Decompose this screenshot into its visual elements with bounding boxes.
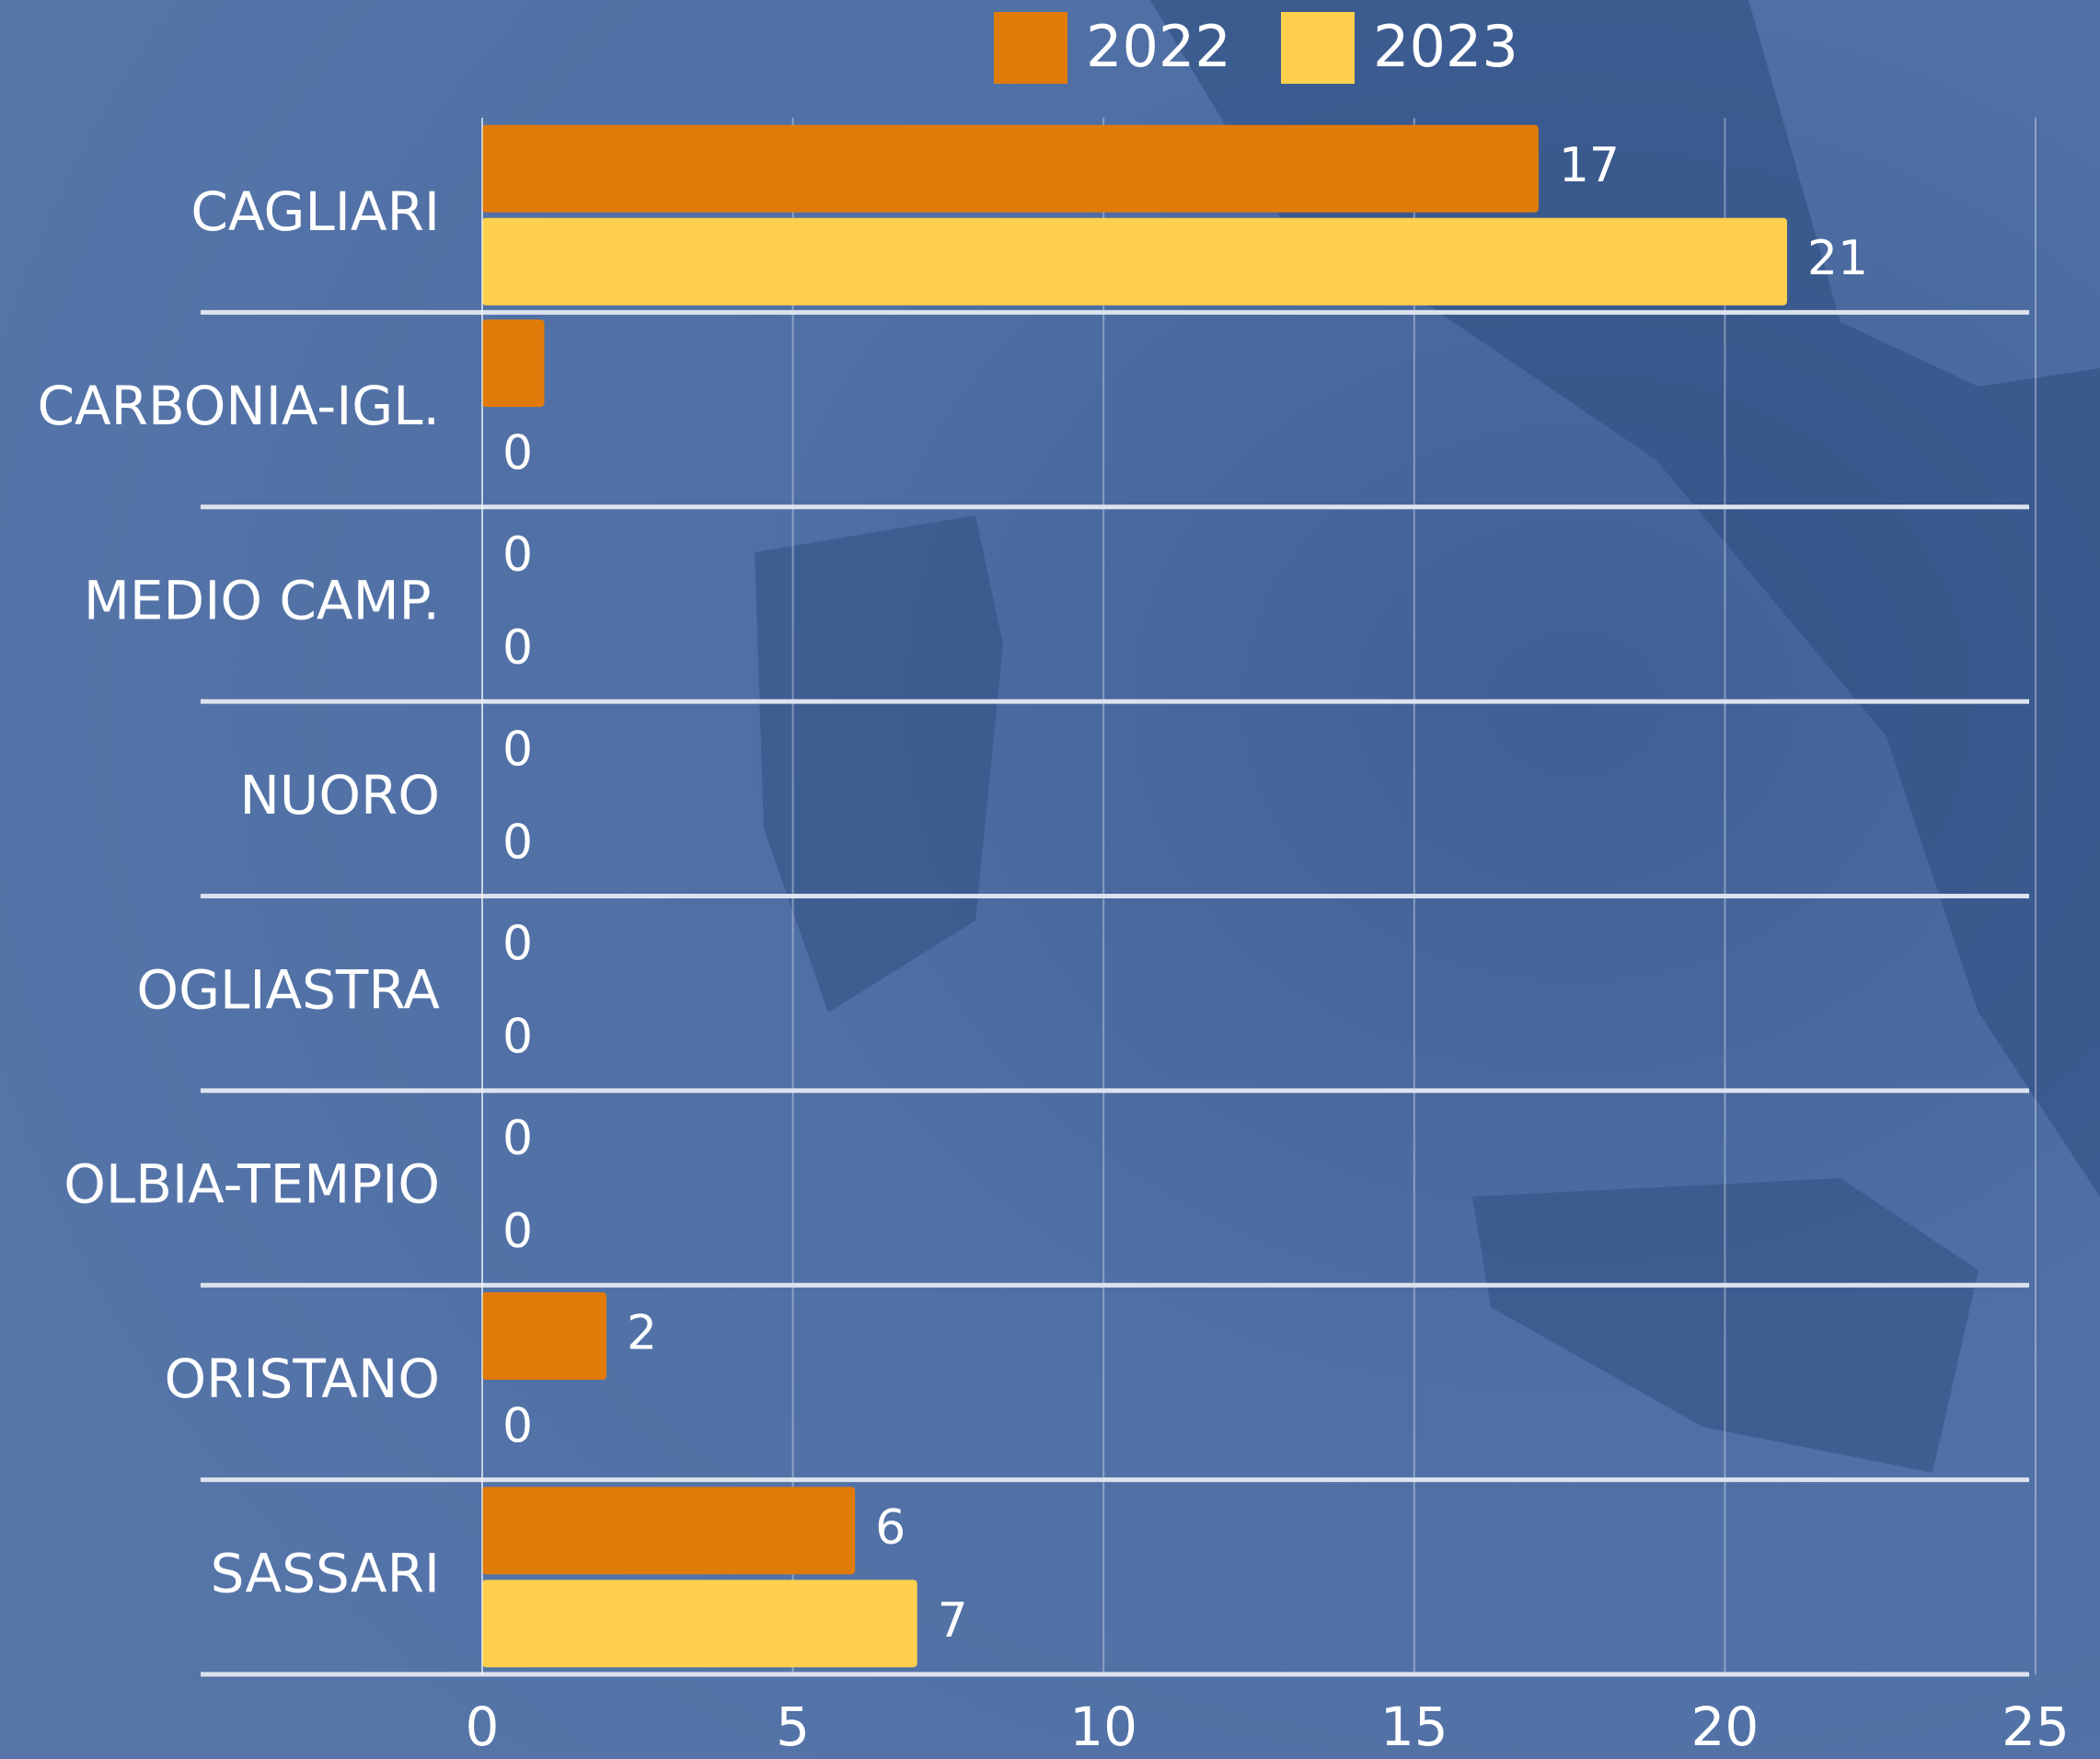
value-label: 0 bbox=[502, 722, 533, 777]
value-label: 7 bbox=[938, 1593, 968, 1649]
value-label: 0 bbox=[502, 815, 533, 870]
legend-swatch bbox=[994, 12, 1067, 84]
value-label: 0 bbox=[502, 1010, 533, 1065]
x-tick-label: 10 bbox=[1069, 1695, 1137, 1758]
bar bbox=[482, 1487, 855, 1574]
y-tick-label: MEDIO CAMP. bbox=[84, 570, 440, 632]
value-label: 0 bbox=[502, 1398, 533, 1453]
bar bbox=[482, 1292, 606, 1380]
y-tick-label: CAGLIARI bbox=[190, 180, 440, 243]
bar bbox=[482, 319, 545, 407]
value-label: 0 bbox=[502, 1111, 533, 1166]
value-label: 0 bbox=[502, 917, 533, 972]
value-label: 17 bbox=[1559, 138, 1620, 193]
y-tick-label: ORISTANO bbox=[164, 1348, 440, 1410]
y-tick-label: OLBIA-TEMPIO bbox=[63, 1153, 440, 1216]
value-label: 0 bbox=[502, 426, 533, 481]
y-tick-label: NUORO bbox=[240, 764, 440, 827]
value-label: 2 bbox=[627, 1305, 657, 1360]
value-label: 0 bbox=[502, 1204, 533, 1259]
x-tick-label: 20 bbox=[1690, 1695, 1759, 1758]
y-tick-label: SASSARI bbox=[211, 1542, 440, 1604]
y-tick-label: OGLIASTRA bbox=[136, 958, 440, 1021]
y-tick-label: CARBONIA-IGL. bbox=[37, 375, 440, 437]
value-label: 6 bbox=[875, 1500, 906, 1556]
bar bbox=[482, 125, 1539, 213]
value-label: 0 bbox=[502, 620, 533, 676]
x-tick-label: 5 bbox=[776, 1695, 810, 1758]
chart: 051015202520222023CAGLIARI1721CARBONIA-I… bbox=[0, 0, 2100, 1759]
x-tick-label: 0 bbox=[466, 1695, 500, 1758]
legend-swatch bbox=[1281, 12, 1355, 84]
x-tick-label: 15 bbox=[1380, 1695, 1448, 1758]
bar bbox=[482, 218, 1787, 306]
value-label: 21 bbox=[1807, 231, 1868, 286]
legend-label: 2023 bbox=[1373, 13, 1518, 80]
value-label: 0 bbox=[502, 527, 533, 583]
bar bbox=[482, 1580, 917, 1667]
x-tick-label: 25 bbox=[2002, 1695, 2070, 1758]
legend-label: 2022 bbox=[1086, 13, 1231, 80]
